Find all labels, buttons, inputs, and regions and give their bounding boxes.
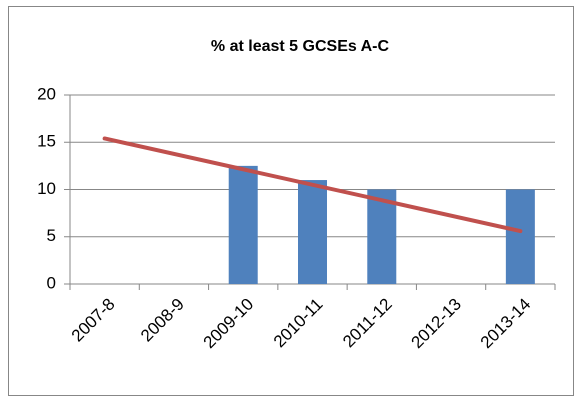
y-tick-label: 20 [37,84,56,103]
y-tick-label: 15 [37,132,56,151]
y-tick-label: 0 [47,273,56,292]
chart-title: % at least 5 GCSEs A-C [211,38,390,55]
trendline [102,136,523,234]
bar [367,189,397,284]
bar [228,165,258,284]
bar [505,189,535,284]
y-tick-label: 5 [47,226,56,245]
bar [298,180,327,284]
y-tick-label: 10 [37,179,56,198]
chart-border [8,6,574,396]
